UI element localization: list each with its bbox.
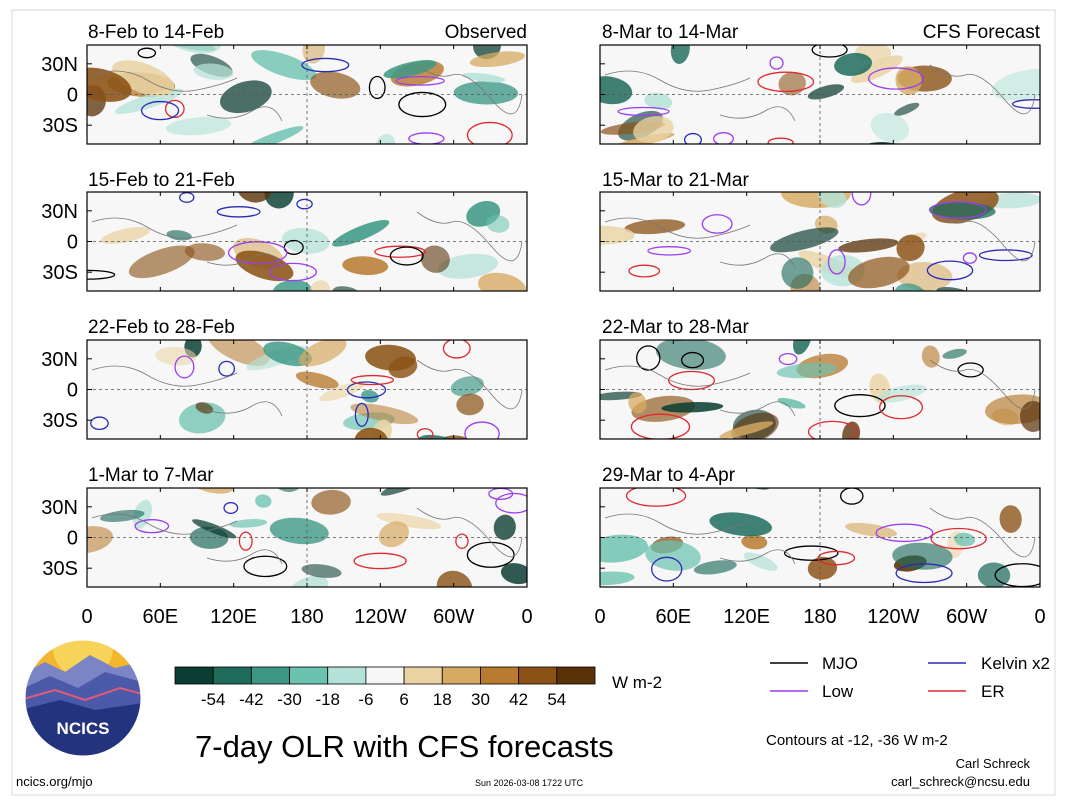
lon-tick-label: 120W (354, 606, 406, 628)
colorbar-tick-label: 6 (399, 690, 408, 709)
contours-note: Contours at -12, -36 W m-2 (766, 732, 948, 749)
colorbar-tick-label: -6 (358, 690, 373, 709)
lat-tick-label: 30N (41, 54, 78, 76)
colorbar-tick-label: -30 (277, 690, 302, 709)
colorbar-swatch (174, 666, 214, 685)
lon-tick-label: 60E (143, 606, 179, 628)
lat-tick-label: 30S (42, 115, 78, 137)
colorbar-unit: W m-2 (612, 673, 662, 692)
lon-tick-label: 120W (867, 606, 919, 628)
observed-map-panel-1 (86, 44, 528, 145)
legend-label-mjo: MJO (822, 654, 858, 673)
lon-tick-label: 0 (1034, 606, 1045, 628)
lon-tick-label: 120E (723, 606, 770, 628)
lat-tick-label: 0 (67, 380, 78, 402)
forecast-map-panel-4 (599, 487, 1041, 588)
legend-label-low: Low (822, 682, 854, 701)
colorbar-tick-label: 54 (547, 690, 566, 709)
footer-email: carl_schreck@ncsu.edu (891, 774, 1030, 789)
colorbar-swatch (365, 666, 405, 685)
colorbar-swatch (518, 666, 558, 685)
panel-title-fcst-1: 8-Mar to 14-Mar (602, 22, 739, 43)
colorbar-swatch (212, 666, 252, 685)
legend-label-kelvin: Kelvin x2 (981, 654, 1050, 673)
colorbar-swatch (480, 666, 520, 685)
forecast-map-panel-2 (599, 191, 1041, 292)
lat-tick-label: 0 (67, 232, 78, 254)
footer-site: ncics.org/mjo (16, 774, 93, 789)
legend: MJO Kelvin x2 Low ER (770, 654, 1050, 701)
logo-text: NCICS (57, 719, 110, 738)
colorbar-tick-label: 18 (433, 690, 452, 709)
colorbar-tick-label: -54 (201, 690, 226, 709)
figure-title: 7-day OLR with CFS forecasts (195, 729, 614, 764)
panel-title-fcst-3: 22-Mar to 28-Mar (602, 317, 749, 338)
colorbar-tick-label: 30 (471, 690, 490, 709)
colorbar: -54 -42 -30 -18 -6 6 18 30 42 54 (174, 666, 596, 709)
forecast-heading: CFS Forecast (923, 22, 1041, 43)
lat-tick-label: 0 (67, 528, 78, 550)
observed-map-panel-3 (86, 339, 528, 440)
lon-tick-label: 60E (656, 606, 692, 628)
forecast-map-panel-3 (599, 339, 1041, 440)
lat-tick-label: 30N (41, 201, 78, 223)
colorbar-tick-label: -42 (239, 690, 264, 709)
footer-timestamp: Sun 2026-03-08 1722 UTC (475, 778, 584, 788)
colorbar-swatch (250, 666, 290, 685)
panel-title-fcst-4: 29-Mar to 4-Apr (602, 465, 736, 486)
panel-title-obs-4: 1-Mar to 7-Mar (88, 465, 214, 486)
colorbar-swatch (441, 666, 481, 685)
lat-tick-label: 0 (67, 85, 78, 107)
colorbar-swatch (403, 666, 443, 685)
forecast-map-panel-1 (599, 44, 1041, 145)
observed-heading: Observed (445, 22, 527, 43)
lon-tick-label: 0 (594, 606, 605, 628)
footer-author: Carl Schreck (956, 756, 1031, 771)
lat-tick-label: 30N (41, 497, 78, 519)
lon-tick-label: 0 (81, 606, 92, 628)
panel-title-obs-2: 15-Feb to 21-Feb (88, 170, 235, 191)
lon-tick-label: 180 (803, 606, 836, 628)
lat-tick-label: 30N (41, 349, 78, 371)
panel-title-fcst-2: 15-Mar to 21-Mar (602, 170, 749, 191)
colorbar-swatch (327, 666, 367, 685)
colorbar-swatch (289, 666, 329, 685)
observed-map-panel-2 (86, 191, 528, 292)
lat-tick-label: 30S (42, 558, 78, 580)
legend-label-er: ER (981, 682, 1005, 701)
panel-title-obs-1: 8-Feb to 14-Feb (88, 22, 224, 43)
ncics-logo: NCICS (24, 639, 142, 757)
lat-tick-label: 30S (42, 410, 78, 432)
lon-tick-label: 120E (210, 606, 257, 628)
lon-tick-label: 60W (946, 606, 987, 628)
lon-tick-label: 180 (290, 606, 323, 628)
observed-map-panel-4 (86, 487, 528, 588)
lat-tick-label: 30S (42, 262, 78, 284)
colorbar-tick-label: -18 (315, 690, 340, 709)
panel-title-obs-3: 22-Feb to 28-Feb (88, 317, 235, 338)
colorbar-swatch (556, 666, 596, 685)
colorbar-tick-label: 42 (509, 690, 528, 709)
lon-tick-label: 60W (433, 606, 474, 628)
lon-tick-label: 0 (521, 606, 532, 628)
